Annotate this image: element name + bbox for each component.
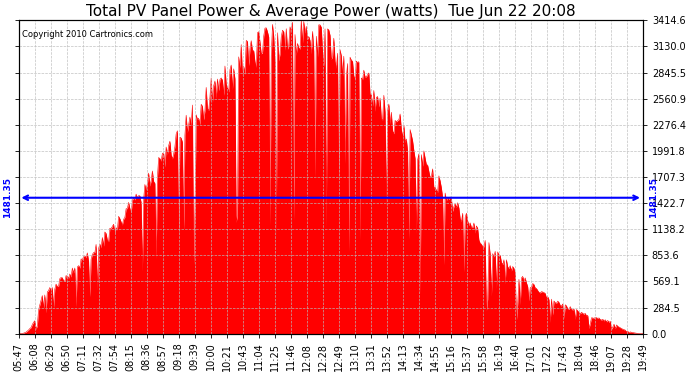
Text: 1481.35: 1481.35 <box>649 177 658 218</box>
Title: Total PV Panel Power & Average Power (watts)  Tue Jun 22 20:08: Total PV Panel Power & Average Power (wa… <box>86 4 575 19</box>
Text: Copyright 2010 Cartronics.com: Copyright 2010 Cartronics.com <box>21 30 152 39</box>
Text: 1481.35: 1481.35 <box>3 177 12 218</box>
